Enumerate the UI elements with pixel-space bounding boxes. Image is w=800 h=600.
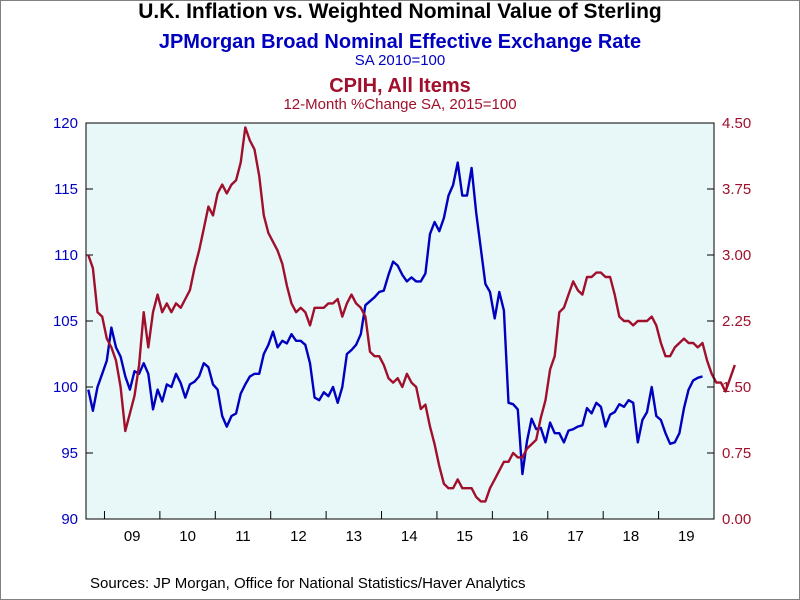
x-tick-label: 16 — [512, 528, 529, 545]
x-tick-label: 19 — [678, 528, 695, 545]
chart-title: U.K. Inflation vs. Weighted Nominal Valu… — [138, 0, 662, 23]
right-tick-label: 3.75 — [722, 181, 751, 198]
right-tick-label: 2.25 — [722, 313, 751, 330]
x-tick-label: 17 — [567, 528, 584, 545]
x-tick-label: 09 — [124, 528, 141, 545]
series-line-cpih — [87, 126, 736, 503]
source-note: Sources: JP Morgan, Office for National … — [90, 575, 526, 592]
left-tick-label: 110 — [54, 247, 78, 264]
left-tick-label: 120 — [53, 115, 78, 132]
series-line-exchange-rate — [87, 161, 703, 476]
plot-background — [86, 123, 714, 519]
left-tick-label: 115 — [54, 181, 78, 198]
plot-border — [85, 122, 715, 520]
left-tick-label: 95 — [61, 445, 78, 462]
x-tick-label: 14 — [401, 528, 418, 545]
x-tick-label: 12 — [290, 528, 307, 545]
right-tick-label: 0.75 — [722, 445, 751, 462]
series2-subtitle: 12-Month %Change SA, 2015=100 — [283, 96, 517, 113]
x-tick-label: 15 — [456, 528, 473, 545]
left-tick-label: 100 — [53, 379, 78, 396]
x-tick-label: 18 — [623, 528, 640, 545]
x-tick-label: 11 — [235, 528, 251, 545]
series2-title: CPIH, All Items — [329, 75, 471, 97]
right-tick-label: 0.00 — [722, 511, 751, 528]
right-tick-label: 3.00 — [722, 247, 751, 264]
right-tick-label: 4.50 — [722, 115, 751, 132]
series1-subtitle: SA 2010=100 — [354, 52, 446, 69]
series1-title: JPMorgan Broad Nominal Effective Exchang… — [158, 31, 642, 53]
left-tick-label: 105 — [53, 313, 78, 330]
x-tick-label: 10 — [179, 528, 196, 545]
left-tick-label: 90 — [61, 511, 78, 528]
x-tick-label: 13 — [345, 528, 362, 545]
